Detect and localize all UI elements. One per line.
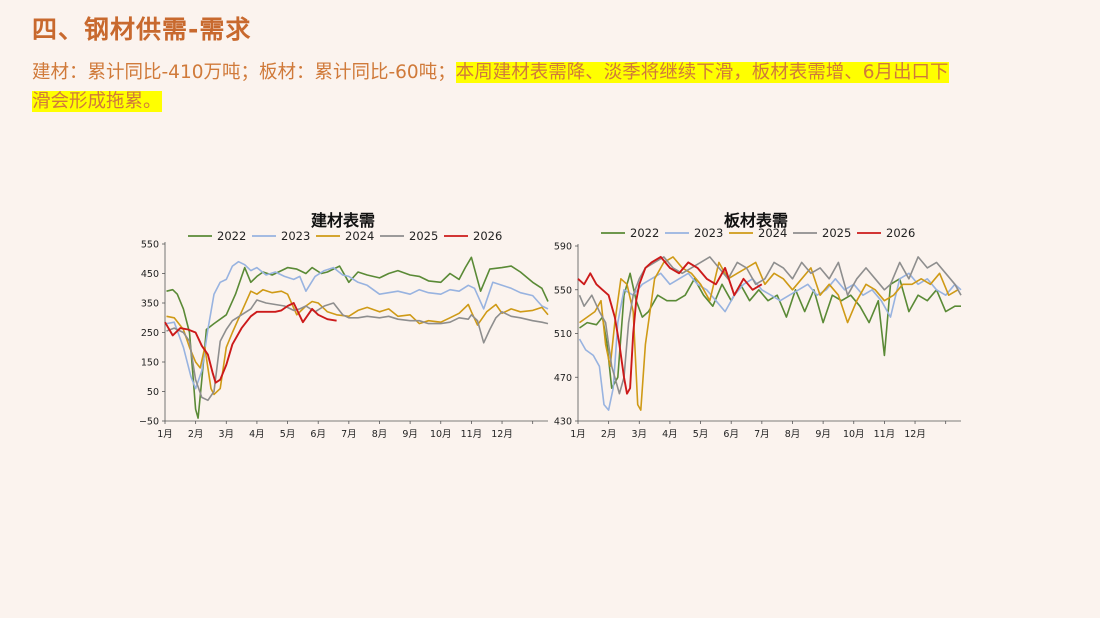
x-tick-label: 12月: [491, 429, 513, 440]
x-tick-label: 4月: [662, 429, 678, 440]
legend-label-2024: 2024: [758, 226, 787, 240]
x-tick-label: 1月: [570, 429, 586, 440]
x-tick-label: 8月: [785, 429, 801, 440]
series-line-2024: [166, 288, 549, 396]
series-line-2026: [164, 302, 337, 384]
y-tick-label: 450: [141, 269, 159, 280]
y-tick-label: 50: [147, 387, 159, 398]
x-tick-label: 1月: [157, 429, 173, 440]
y-tick-label: 150: [141, 358, 159, 369]
x-tick-label: 10月: [843, 429, 865, 440]
x-tick-label: 2月: [188, 429, 204, 440]
x-tick-label: 7月: [754, 429, 770, 440]
x-tick-label: 8月: [372, 429, 388, 440]
x-tick-label: 10月: [430, 429, 452, 440]
chart-construction-steel: 建材表需 −50 50 150 250 350 450 550 1月 2月 3月 4月 5月 6月 7月 8月…: [139, 211, 549, 440]
x-tick-label: 6月: [310, 429, 326, 440]
series-line-2023: [166, 260, 549, 390]
series-line-2025: [166, 299, 549, 402]
x-tick-label: 7月: [341, 429, 357, 440]
x-tick-label: 12月: [904, 429, 926, 440]
intro-plain: 建材：累计同比-410万吨；板材：累计同比-60吨；: [32, 62, 456, 83]
y-tick-label: 470: [554, 373, 572, 384]
y-tick-label: 590: [554, 242, 572, 253]
intro-highlight-2: 滑会形成拖累。: [32, 91, 162, 112]
series-line-2022: [166, 256, 549, 419]
intro-highlight-1: 本周建材表需降、淡季将继续下滑，板材表需增、6月出口下: [455, 62, 949, 83]
series-line-2026: [577, 255, 763, 395]
slide-title: 四、钢材供需-需求: [32, 15, 252, 44]
x-tick-label: 9月: [402, 429, 418, 440]
legend-label-2026: 2026: [473, 229, 502, 243]
legend-label-2025: 2025: [409, 229, 438, 243]
y-tick-label: 510: [554, 329, 572, 340]
chart-title: 板材表需: [724, 211, 788, 230]
intro-text: 建材：累计同比-410万吨；板材：累计同比-60吨；本周建材表需降、淡季将继续下…: [32, 58, 1062, 116]
legend-label-2023: 2023: [694, 226, 723, 240]
x-tick-label: 3月: [632, 429, 648, 440]
y-tick-label: 550: [554, 285, 572, 296]
x-tick-label: 9月: [815, 429, 831, 440]
y-tick-label: −50: [139, 417, 159, 428]
y-tick-label: 430: [554, 417, 572, 428]
legend-label-2025: 2025: [822, 226, 851, 240]
legend-label-2022: 2022: [217, 229, 246, 243]
x-tick-label: 4月: [249, 429, 265, 440]
legend-label-2023: 2023: [281, 229, 310, 243]
x-tick-label: 5月: [280, 429, 296, 440]
series-line-2025: [578, 256, 962, 395]
series-line-2024: [579, 256, 959, 411]
legend-label-2026: 2026: [886, 226, 915, 240]
x-tick-label: 3月: [219, 429, 235, 440]
legend-label-2024: 2024: [345, 229, 374, 243]
y-tick-label: 350: [141, 299, 159, 310]
x-tick-label: 2月: [601, 429, 617, 440]
x-tick-label: 5月: [693, 429, 709, 440]
series-line-2022: [579, 272, 961, 389]
chart-title: 建材表需: [311, 211, 375, 230]
x-tick-label: 11月: [461, 429, 483, 440]
y-tick-label: 250: [141, 328, 159, 339]
x-tick-label: 11月: [874, 429, 896, 440]
chart-flat-steel: 板材表需 430 470 510 550 590 1月 2月 3月 4月 5月 6月 7月 8月 9月 10月…: [554, 211, 962, 440]
legend-label-2022: 2022: [630, 226, 659, 240]
y-tick-label: 550: [141, 240, 159, 251]
x-tick-label: 6月: [723, 429, 739, 440]
